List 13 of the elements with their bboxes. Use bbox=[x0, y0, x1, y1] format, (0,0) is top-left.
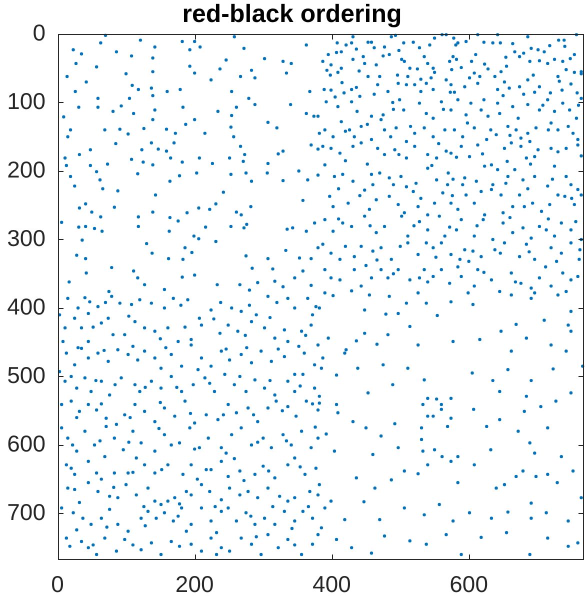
y-tick-label: 200 bbox=[7, 156, 46, 182]
x-tick-label: 400 bbox=[312, 571, 351, 596]
y-tick-label: 300 bbox=[7, 224, 46, 251]
chart-title: red-black ordering bbox=[182, 0, 402, 28]
y-tick-label: 500 bbox=[7, 362, 46, 388]
y-tick-label: 400 bbox=[7, 293, 46, 320]
y-tick-label: 100 bbox=[7, 88, 46, 114]
x-tick-label: 200 bbox=[175, 571, 214, 596]
x-tick-label: 600 bbox=[450, 571, 488, 596]
y-tick-label: 700 bbox=[7, 498, 46, 525]
x-tick-label: 0 bbox=[51, 571, 64, 596]
y-tick-label: 600 bbox=[7, 430, 46, 456]
y-tick-label: 0 bbox=[32, 19, 46, 46]
